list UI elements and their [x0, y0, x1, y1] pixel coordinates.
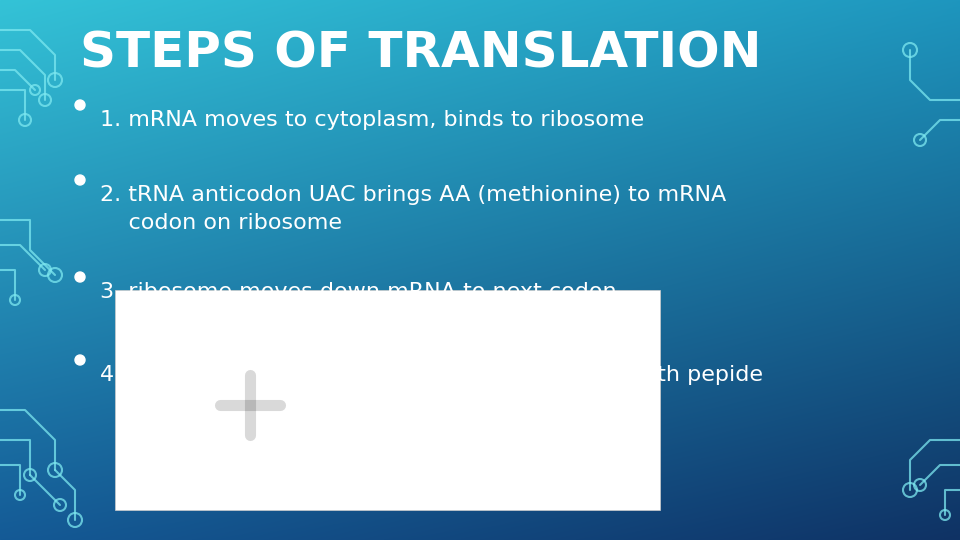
Text: 2. tRNA anticodon UAC brings AA (methionine) to mRNA
    codon on ribosome: 2. tRNA anticodon UAC brings AA (methion…: [100, 185, 727, 233]
Text: 3. ribosome moves down mRNA to next codon: 3. ribosome moves down mRNA to next codo…: [100, 282, 616, 302]
Text: STEPS OF TRANSLATION: STEPS OF TRANSLATION: [80, 30, 761, 78]
FancyBboxPatch shape: [115, 290, 660, 510]
Text: 1. mRNA moves to cytoplasm, binds to ribosome: 1. mRNA moves to cytoplasm, binds to rib…: [100, 110, 644, 130]
Text: 4. tRNA anticodon brings and attaches next AA with pepide
    bond: 4. tRNA anticodon brings and attaches ne…: [100, 365, 763, 413]
Circle shape: [75, 175, 85, 185]
Circle shape: [75, 355, 85, 365]
Circle shape: [75, 100, 85, 110]
Circle shape: [75, 272, 85, 282]
